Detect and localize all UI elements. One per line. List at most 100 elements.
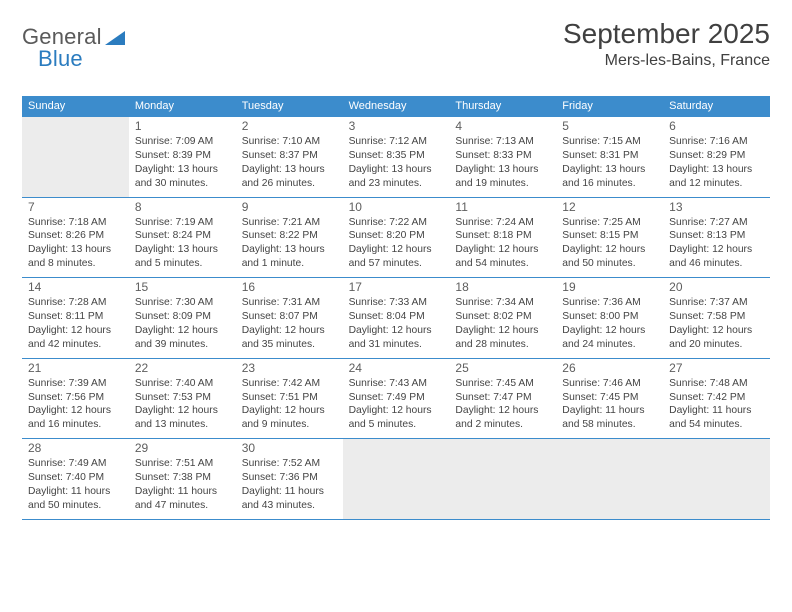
sunrise-line: Sunrise: 7:49 AM xyxy=(28,457,123,471)
day-cell-8: 8Sunrise: 7:19 AMSunset: 8:24 PMDaylight… xyxy=(129,198,236,279)
sunset-line: Sunset: 7:36 PM xyxy=(242,471,337,485)
empty-cell xyxy=(22,117,129,198)
weeks-container: 1 Sunrise: 7:09 AMSunset: 8:39 PM Daylight… xyxy=(22,117,770,520)
day-number: 26 xyxy=(562,361,657,375)
sunset-line: Sunset: 8:26 PM xyxy=(28,229,123,243)
daylight-line: Daylight: 13 hours and 16 minutes. xyxy=(562,163,657,191)
day-number: 15 xyxy=(135,280,230,294)
sunset-line: Sunset: 8:02 PM xyxy=(455,310,550,324)
sunrise-line: Sunrise: 7:52 AM xyxy=(242,457,337,471)
sunrise-line: Sunrise: 7:30 AM xyxy=(135,296,230,310)
day-number: 27 xyxy=(669,361,764,375)
daylight-line: Daylight: 11 hours and 54 minutes. xyxy=(669,404,764,432)
sunrise-line: Sunrise: 7:46 AM xyxy=(562,377,657,391)
sunset-line: Sunset: 8:13 PM xyxy=(669,229,764,243)
calendar-grid: SundayMondayTuesdayWednesdayThursdayFrid… xyxy=(22,96,770,520)
daylight-line: Daylight: 11 hours and 50 minutes. xyxy=(28,485,123,513)
daylight-line: Daylight: 13 hours and 1 minute. xyxy=(242,243,337,271)
sunrise-line: Sunrise: 7:51 AM xyxy=(135,457,230,471)
daylight-line: Daylight: 12 hours and 50 minutes. xyxy=(562,243,657,271)
day-cell-21: 21Sunrise: 7:39 AMSunset: 7:56 PMDayligh… xyxy=(22,359,129,440)
dow-tuesday: Tuesday xyxy=(236,96,343,117)
daylight-line: Daylight: 12 hours and 39 minutes. xyxy=(135,324,230,352)
sunrise-line: Sunrise: 7:24 AM xyxy=(455,216,550,230)
empty-cell xyxy=(556,439,663,520)
day-cell-3: 3Sunrise: 7:12 AMSunset: 8:35 PMDaylight… xyxy=(343,117,450,198)
day-cell-4: 4Sunrise: 7:13 AMSunset: 8:33 PMDaylight… xyxy=(449,117,556,198)
sunset-line: Sunset: 7:40 PM xyxy=(28,471,123,485)
daylight-line: Daylight: 12 hours and 2 minutes. xyxy=(455,404,550,432)
sunrise-line: Sunrise: 7:10 AM xyxy=(242,135,337,149)
day-number: 1 xyxy=(135,119,230,133)
sunset-line: Sunset: 8:22 PM xyxy=(242,229,337,243)
daylight-line: Daylight: 11 hours and 43 minutes. xyxy=(242,485,337,513)
day-number: 4 xyxy=(455,119,550,133)
daylight-line: Daylight: 11 hours and 58 minutes. xyxy=(562,404,657,432)
day-number: 10 xyxy=(349,200,444,214)
empty-cell xyxy=(449,439,556,520)
sunrise-line: Sunrise: 7:09 AM xyxy=(135,135,230,149)
day-cell-19: 19Sunrise: 7:36 AMSunset: 8:00 PMDayligh… xyxy=(556,278,663,359)
day-cell-16: 16Sunrise: 7:31 AMSunset: 8:07 PMDayligh… xyxy=(236,278,343,359)
sunrise-line: Sunrise: 7:33 AM xyxy=(349,296,444,310)
week-row: 7Sunrise: 7:18 AMSunset: 8:26 PMDaylight… xyxy=(22,198,770,279)
sunrise-line: Sunrise: 7:19 AM xyxy=(135,216,230,230)
day-number: 5 xyxy=(562,119,657,133)
day-cell-24: 24Sunrise: 7:43 AMSunset: 7:49 PMDayligh… xyxy=(343,359,450,440)
sunset-line: Sunset: 8:15 PM xyxy=(562,229,657,243)
sunset-line: Sunset: 8:11 PM xyxy=(28,310,123,324)
daylight-line: Daylight: 12 hours and 31 minutes. xyxy=(349,324,444,352)
sunset-line: Sunset: 8:04 PM xyxy=(349,310,444,324)
daylight-line: Daylight: 12 hours and 28 minutes. xyxy=(455,324,550,352)
day-number: 25 xyxy=(455,361,550,375)
sunset-line: Sunset: 7:45 PM xyxy=(562,391,657,405)
sunrise-line: Sunrise: 7:21 AM xyxy=(242,216,337,230)
day-cell-10: 10Sunrise: 7:22 AMSunset: 8:20 PMDayligh… xyxy=(343,198,450,279)
sunrise-line: Sunrise: 7:36 AM xyxy=(562,296,657,310)
day-cell-30: 30Sunrise: 7:52 AMSunset: 7:36 PMDayligh… xyxy=(236,439,343,520)
daylight-line: Daylight: 12 hours and 5 minutes. xyxy=(349,404,444,432)
day-number: 24 xyxy=(349,361,444,375)
day-number: 11 xyxy=(455,200,550,214)
sunset-line: Sunset: 7:47 PM xyxy=(455,391,550,405)
sunrise-line: Sunrise: 7:40 AM xyxy=(135,377,230,391)
sunrise-line: Sunrise: 7:12 AM xyxy=(349,135,444,149)
day-cell-15: 15 Sunrise: 7:30 AMSunset: 8:09 PMDayligh… xyxy=(129,278,236,359)
daylight-line: Daylight: 12 hours and 24 minutes. xyxy=(562,324,657,352)
logo-line2: Blue xyxy=(38,46,83,72)
sunrise-line: Sunrise: 7:42 AM xyxy=(242,377,337,391)
dow-sunday: Sunday xyxy=(22,96,129,117)
calendar-page: General September 2025 Mers-les-Bains, F… xyxy=(0,0,792,612)
daylight-line: Daylight: 13 hours and 19 minutes. xyxy=(455,163,550,191)
day-cell-7: 7Sunrise: 7:18 AMSunset: 8:26 PMDaylight… xyxy=(22,198,129,279)
day-cell-2: 2Sunrise: 7:10 AMSunset: 8:37 PMDaylight… xyxy=(236,117,343,198)
sunrise-line: Sunrise: 7:39 AM xyxy=(28,377,123,391)
day-cell-6: 6Sunrise: 7:16 AMSunset: 8:29 PMDaylight… xyxy=(663,117,770,198)
sunset-line: Sunset: 8:09 PM xyxy=(135,310,230,324)
daylight-line: Daylight: 13 hours and 5 minutes. xyxy=(135,243,230,271)
daylight-line: Daylight: 12 hours and 9 minutes. xyxy=(242,404,337,432)
sunrise-line: Sunrise: 7:27 AM xyxy=(669,216,764,230)
daylight-line: Daylight: 12 hours and 46 minutes. xyxy=(669,243,764,271)
sunset-line: Sunset: 7:51 PM xyxy=(242,391,337,405)
day-number: 2 xyxy=(242,119,337,133)
daylight-line: Daylight: 12 hours and 54 minutes. xyxy=(455,243,550,271)
dow-monday: Monday xyxy=(129,96,236,117)
location: Mers-les-Bains, France xyxy=(563,52,770,70)
days-of-week-row: SundayMondayTuesdayWednesdayThursdayFrid… xyxy=(22,96,770,117)
daylight-line: Daylight: 12 hours and 35 minutes. xyxy=(242,324,337,352)
day-number: 12 xyxy=(562,200,657,214)
daylight-line: Daylight: 11 hours and 47 minutes. xyxy=(135,485,230,513)
daylight-line: Daylight: 12 hours and 20 minutes. xyxy=(669,324,764,352)
day-cell-11: 11Sunrise: 7:24 AMSunset: 8:18 PMDayligh… xyxy=(449,198,556,279)
daylight-line: Daylight: 13 hours and 26 minutes. xyxy=(242,163,337,191)
week-row: 21Sunrise: 7:39 AMSunset: 7:56 PMDayligh… xyxy=(22,359,770,440)
sunset-line: Sunset: 8:29 PM xyxy=(669,149,764,163)
dow-wednesday: Wednesday xyxy=(343,96,450,117)
day-number: 9 xyxy=(242,200,337,214)
sunrise-line: Sunrise: 7:34 AM xyxy=(455,296,550,310)
sunset-line: Sunset: 8:39 PM xyxy=(135,149,230,163)
sunrise-line: Sunrise: 7:16 AM xyxy=(669,135,764,149)
daylight-line: Daylight: 12 hours and 16 minutes. xyxy=(28,404,123,432)
day-number: 13 xyxy=(669,200,764,214)
